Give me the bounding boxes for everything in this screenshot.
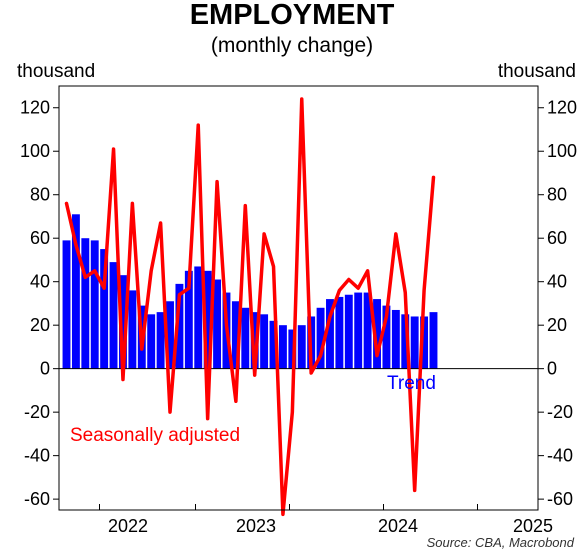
trend-bar: [119, 275, 127, 369]
trend-bar: [166, 301, 174, 369]
trend-bar: [90, 240, 99, 369]
y-tick-label-left: -20: [24, 402, 50, 422]
y-tick-label-right: 60: [547, 228, 567, 248]
axis-ticks: -60 -60 -40 -40 -20 -20 0 0 20 20 40 40 60 60 80 80 100 1…: [20, 98, 577, 536]
trend-bar: [335, 296, 344, 369]
trend-bar: [241, 307, 250, 369]
trend-bar: [401, 314, 410, 369]
trend-bar: [175, 283, 184, 369]
plot-frame: [58, 85, 539, 511]
source-note: Source: CBA, Macrobond: [426, 535, 574, 550]
trend-bar: [410, 316, 419, 369]
x-tick-label: 2023: [236, 516, 276, 536]
trend-bar: [429, 312, 438, 369]
trend-bar: [354, 292, 363, 369]
trend-bar: [363, 292, 372, 369]
x-tick-label: 2025: [513, 516, 553, 536]
trend-bar: [250, 312, 259, 369]
trend-bar: [297, 325, 306, 369]
trend-bar: [269, 320, 278, 369]
trend-bar: [278, 325, 287, 369]
trend-bar: [128, 290, 137, 369]
trend-bar: [156, 312, 165, 369]
trend-bar: [147, 314, 156, 369]
y-tick-label-left: 60: [30, 228, 50, 248]
y-tick-label-right: 80: [547, 185, 567, 205]
y-tick-label-right: 20: [547, 315, 567, 335]
y-tick-label-right: -20: [547, 402, 573, 422]
trend-bar: [391, 309, 400, 369]
trend-bar: [260, 314, 269, 369]
trend-bar: [213, 279, 222, 369]
trend-bar: [62, 240, 71, 369]
chart-title: EMPLOYMENT: [189, 0, 395, 31]
y-tick-label-left: -40: [24, 446, 50, 466]
seasonally-adjusted-line: [64, 97, 436, 517]
y-tick-label-right: 40: [547, 272, 567, 292]
y-tick-label-left: 0: [40, 359, 50, 379]
legend-seasonally-adjusted-label: Seasonally adjusted: [70, 425, 240, 446]
trend-bar: [373, 299, 381, 369]
y-tick-label-right: 120: [547, 98, 577, 118]
trend-bar: [326, 299, 334, 369]
x-tick-label: 2024: [378, 516, 418, 536]
y-tick-label-left: 80: [30, 185, 50, 205]
trend-bar: [231, 301, 240, 369]
y-tick-label-left: 20: [30, 315, 50, 335]
trend-bar: [194, 266, 203, 369]
y-axis-unit-right: thousand: [497, 61, 576, 82]
trend-bar: [81, 238, 90, 369]
y-tick-label-right: 100: [547, 141, 577, 161]
chart-subtitle: (monthly change): [210, 34, 374, 57]
y-tick-label-right: 0: [547, 359, 557, 379]
trend-bar: [203, 270, 212, 369]
trend-bar: [288, 329, 297, 369]
y-tick-label-left: 120: [20, 98, 50, 118]
trend-bar: [100, 249, 109, 369]
y-tick-label-right: -60: [547, 489, 573, 509]
y-tick-label-left: 100: [20, 141, 50, 161]
x-tick-label: 2022: [108, 516, 148, 536]
y-tick-label-left: -60: [24, 489, 50, 509]
trend-bar: [316, 307, 325, 369]
trend-bar: [109, 262, 118, 369]
y-axis-unit-left: thousand: [17, 61, 96, 82]
trend-bar: [184, 270, 193, 369]
legend-trend-label: Trend: [387, 373, 436, 394]
trend-bar: [420, 316, 429, 369]
y-tick-label-left: 40: [30, 272, 50, 292]
y-tick-label-right: -40: [547, 446, 573, 466]
trend-bar: [382, 305, 391, 369]
trend-bar: [344, 294, 353, 369]
trend-bar: [71, 214, 80, 369]
